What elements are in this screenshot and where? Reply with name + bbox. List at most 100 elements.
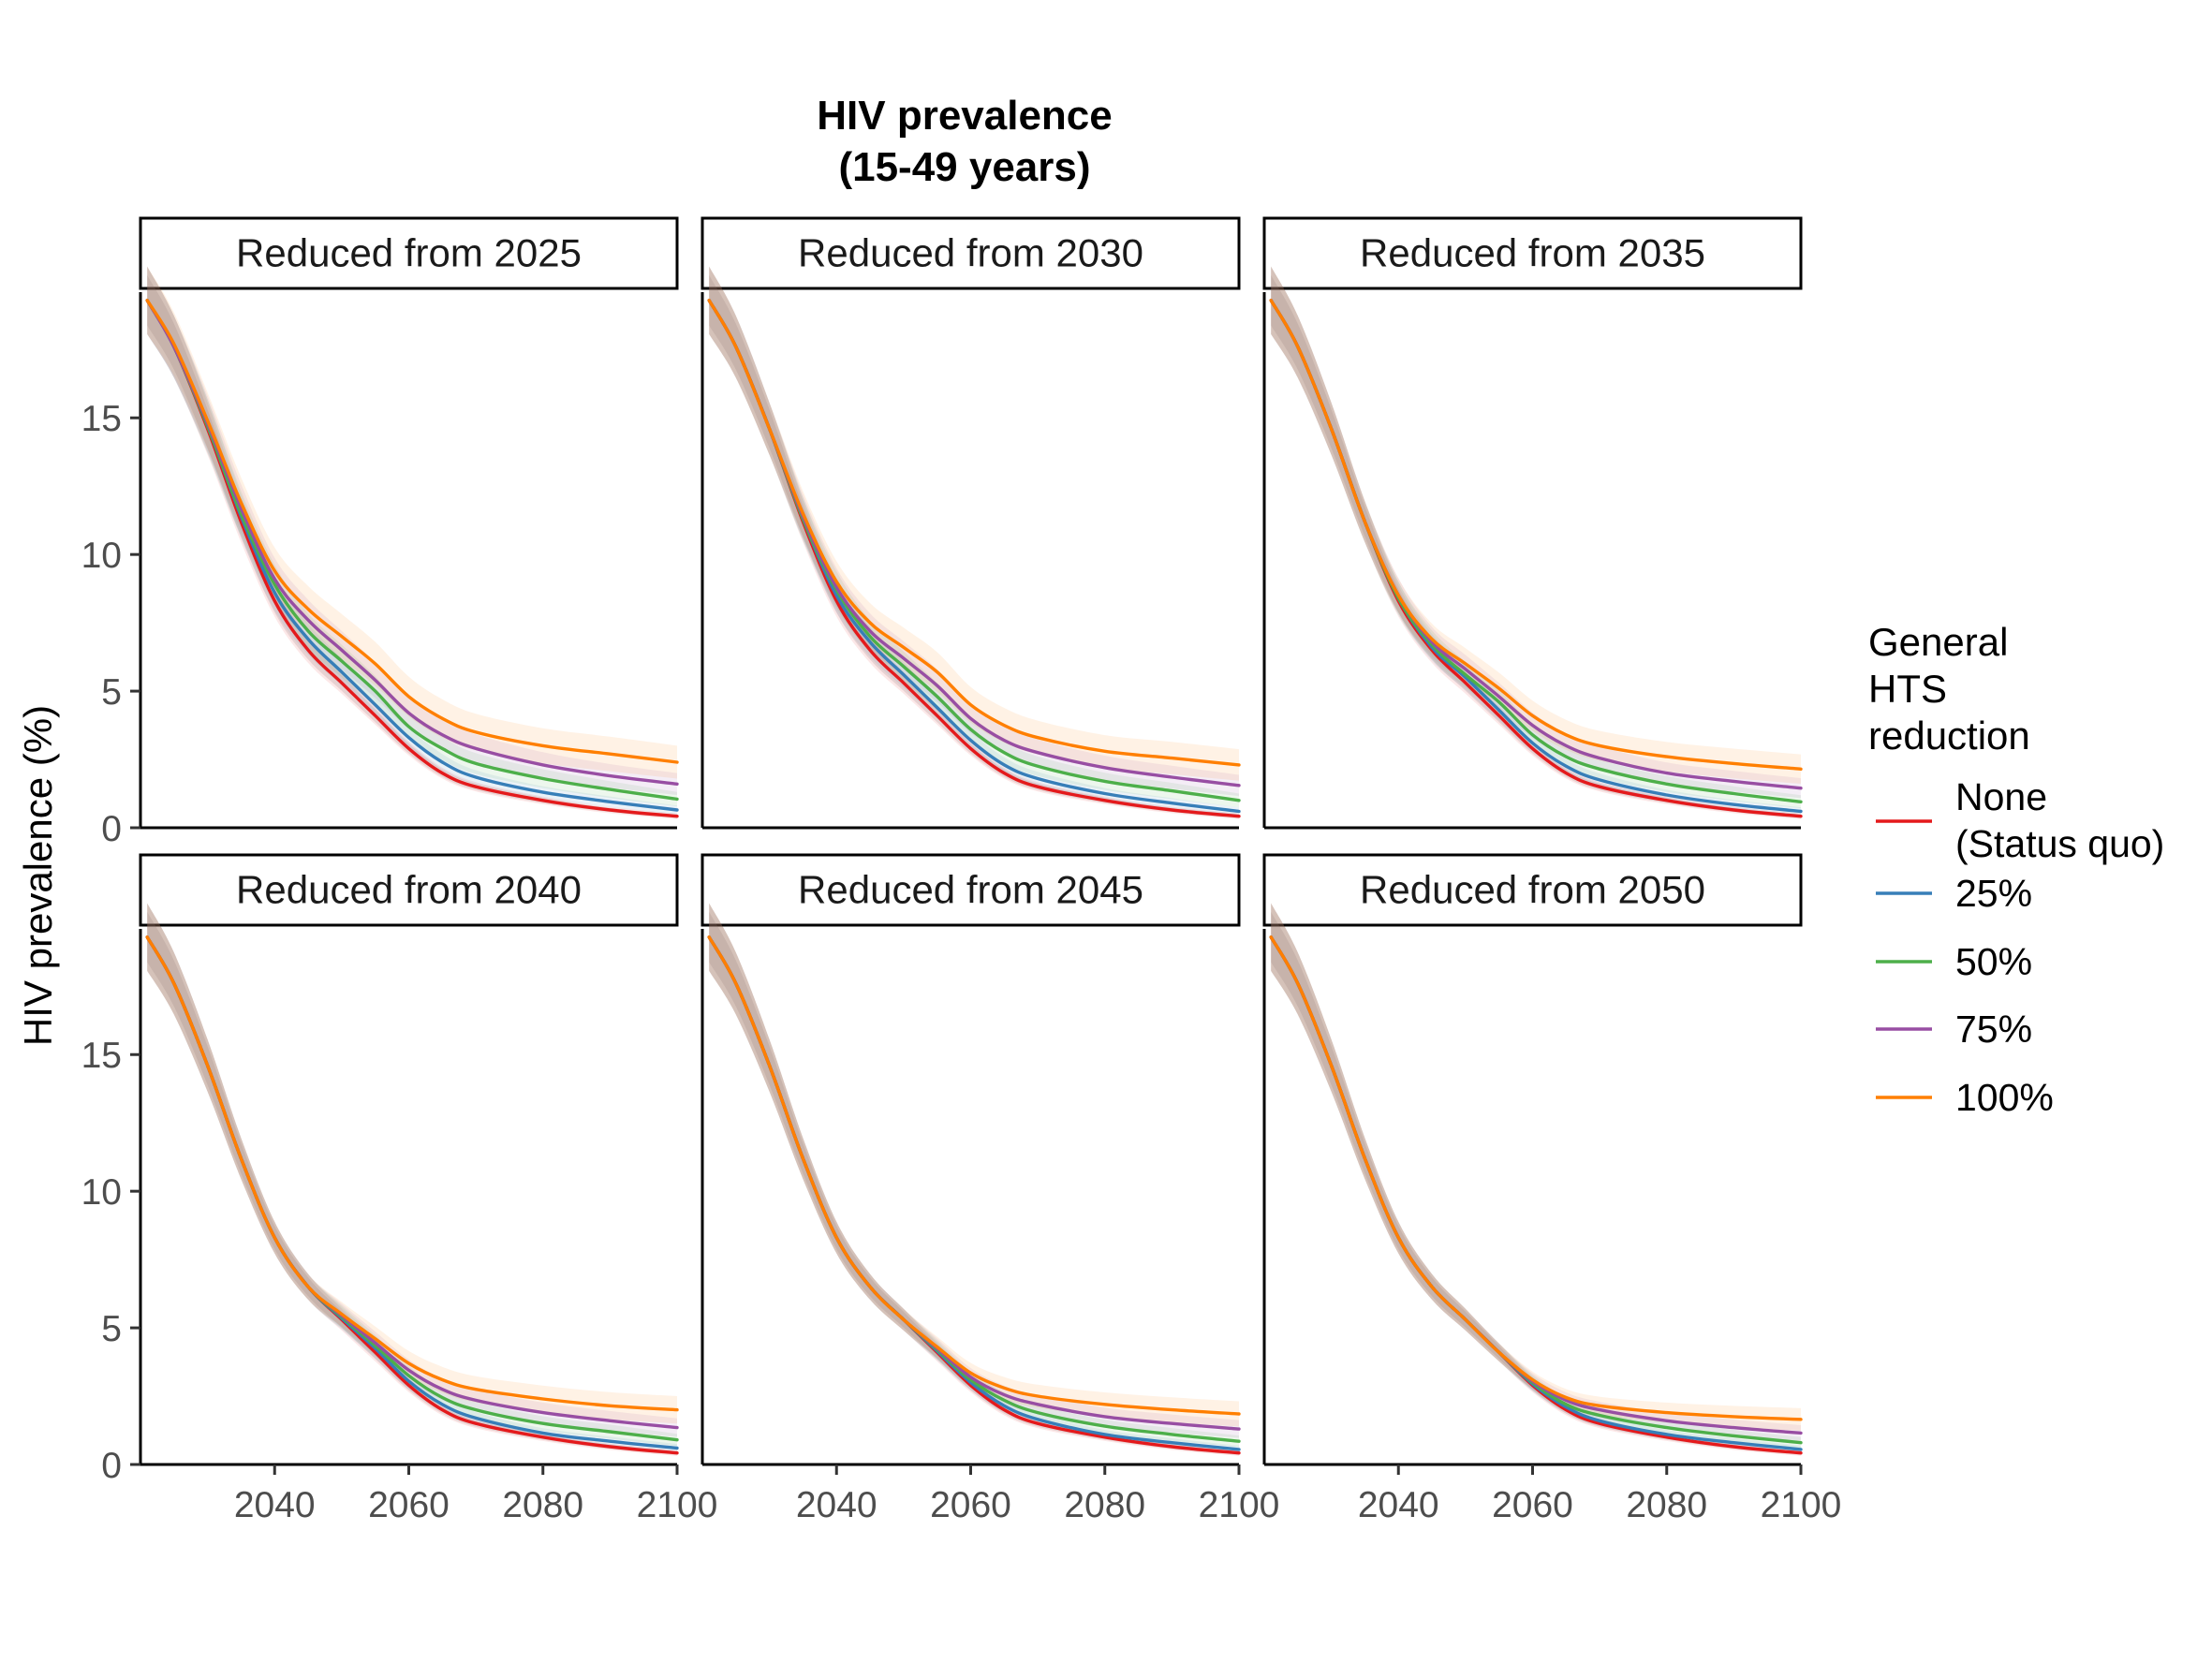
panel-4: Reduced from 2040 0 5 10 15 2040 2060 2080 2100 [81,853,718,1525]
band-p75 [709,903,1239,1438]
y-tick-label: 10 [81,1172,122,1213]
legend-title-line: HTS [1868,667,1947,711]
band-p100 [1271,266,1801,784]
uncertainty-bands [1271,903,1801,1456]
legend-title-line: reduction [1868,714,2030,758]
uncertainty-bands [147,266,677,819]
y-tick-label: 15 [81,1036,122,1076]
band-p50 [1271,266,1801,809]
y-tick-label: 5 [101,1309,122,1349]
x-tick-label: 2040 [234,1485,316,1525]
panel-1: Reduced from 2025 0 5 10 15 [81,216,679,849]
uncertainty-bands [709,266,1239,819]
band-p25 [1271,903,1801,1453]
legend-label-p50: 50% [1955,940,2032,983]
band-envelope [147,911,677,1455]
band-p75 [1271,266,1801,799]
band-p100 [1271,903,1801,1431]
band-p100 [147,266,677,779]
line-p100 [145,935,679,1412]
panel-strip-label: Reduced from 2050 [1360,868,1705,912]
uncertainty-bands [709,903,1239,1456]
chart-title-line-2: (15-49 years) [838,144,1090,190]
band-envelope [1271,911,1801,1455]
line-p75 [707,935,1241,1431]
x-tick-label: 2040 [1358,1485,1439,1525]
x-tick-label: 2060 [368,1485,450,1525]
line-p75 [1269,935,1803,1435]
band-p100 [709,266,1239,781]
panel-strip-box [700,216,1241,290]
legend-title-line: General [1868,620,2008,664]
y-tick-label: 10 [81,536,122,576]
series-lines [145,935,679,1455]
line-p25 [1269,935,1803,1451]
line-p100 [1269,299,1803,771]
line-p100 [707,299,1241,767]
band-none [1271,266,1801,819]
panel-strip-label: Reduced from 2035 [1360,231,1705,275]
panel-strip-box [700,853,1241,927]
panel-strip-box [1262,216,1803,290]
band-envelope [1271,274,1801,818]
y-tick-label: 5 [101,672,122,713]
line-p100 [145,299,679,764]
band-p50 [1271,903,1801,1449]
legend-label-p100: 100% [1955,1076,2054,1119]
panels: Reduced from 2025 0 5 10 15 Reduced from 2030… [81,216,1842,1525]
series-lines [1269,935,1803,1455]
series-lines [707,299,1241,818]
panel-strip-box [1262,853,1803,927]
band-none [709,903,1239,1456]
panel-2: Reduced from 2030 [700,216,1241,830]
chart-title-line-1: HIV prevalence [817,93,1113,139]
panel-6: Reduced from 2050 2040 2060 2080 2100 [1262,853,1842,1525]
x-tick-label: 2080 [1064,1485,1145,1525]
panel-5: Reduced from 2045 2040 2060 2080 2100 [700,853,1280,1525]
series-lines [145,299,679,818]
legend-label-none: None [1955,775,2047,818]
band-p25 [709,903,1239,1453]
series-lines [707,935,1241,1455]
panel-strip-box [139,216,679,290]
y-axis-title: HIV prevalence (%) [16,705,60,1046]
x-tick-label: 2060 [930,1485,1011,1525]
x-tick-label: 2040 [796,1485,877,1525]
x-tick-label: 2080 [502,1485,583,1525]
uncertainty-bands [147,903,677,1456]
panel-strip-label: Reduced from 2040 [236,868,582,912]
band-p25 [1271,266,1801,816]
band-p50 [709,903,1239,1448]
band-none [1271,903,1801,1456]
legend-label-p25: 25% [1955,872,2032,915]
band-p25 [147,903,677,1452]
line-p100 [1269,935,1803,1421]
panel-strip-label: Reduced from 2030 [798,231,1143,275]
uncertainty-bands [1271,266,1801,819]
y-tick-label: 0 [101,1446,122,1486]
line-p50 [1269,935,1803,1445]
band-envelope [709,911,1239,1455]
panel-strip-label: Reduced from 2045 [798,868,1143,912]
band-p75 [1271,903,1801,1441]
band-p75 [709,266,1239,797]
x-tick-label: 2100 [1761,1485,1842,1525]
series-lines [1269,299,1803,818]
panel-strip-box [139,853,679,927]
x-tick-label: 2100 [637,1485,718,1525]
band-p50 [147,903,677,1447]
y-tick-label: 0 [101,809,122,849]
x-tick-label: 2060 [1492,1485,1573,1525]
legend-label-none: (Status quo) [1955,822,2164,865]
band-none [147,903,677,1456]
panel-3: Reduced from 2035 [1262,216,1803,830]
legend-label-p75: 75% [1955,1008,2032,1051]
line-p100 [707,935,1241,1416]
panel-strip-label: Reduced from 2025 [236,231,582,275]
band-p100 [147,903,677,1424]
band-p100 [709,903,1239,1427]
x-tick-label: 2100 [1199,1485,1280,1525]
